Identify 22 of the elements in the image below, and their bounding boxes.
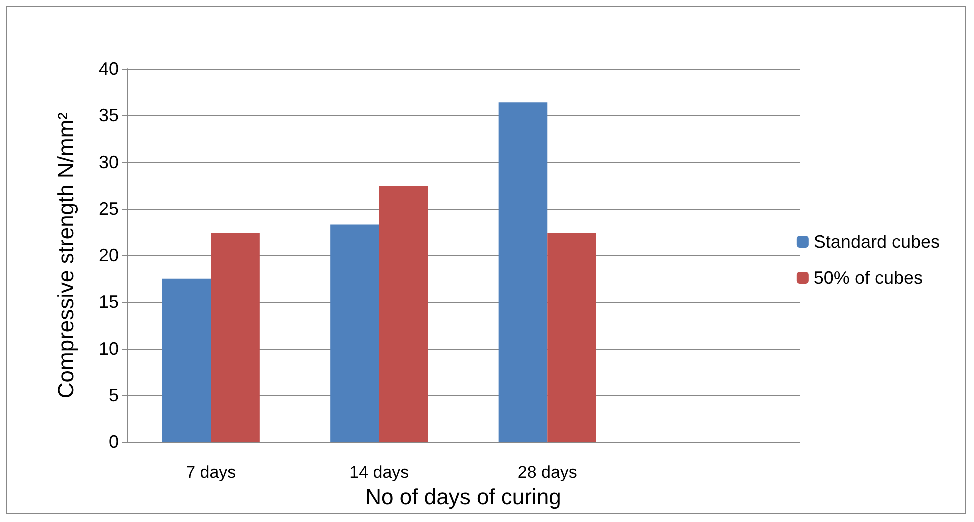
bar (548, 233, 596, 442)
x-tick-label: 28 days (518, 463, 578, 482)
x-axis-title: No of days of curing (366, 484, 562, 510)
bar (498, 102, 548, 442)
y-axis-title: Compressive strength N/mm² (54, 112, 78, 399)
legend-label: Standard cubes (814, 232, 940, 252)
y-tick-label: 5 (108, 385, 119, 406)
y-tick-label: 35 (98, 106, 119, 126)
x-tick-label: 7 days (186, 463, 236, 482)
bar (330, 224, 380, 442)
bar (162, 278, 212, 442)
y-tick-label: 20 (98, 246, 119, 266)
y-tick-label: 40 (98, 59, 119, 79)
x-tick-label: 14 days (350, 463, 410, 482)
bar (379, 186, 428, 442)
y-tick-label: 15 (98, 292, 119, 312)
y-tick-label: 0 (108, 432, 119, 452)
bar (211, 233, 260, 442)
y-tick-label: 25 (98, 198, 119, 219)
y-tick-label: 10 (98, 338, 119, 359)
legend-label: 50% of cubes (814, 268, 923, 288)
y-tick-label: 30 (98, 152, 119, 172)
